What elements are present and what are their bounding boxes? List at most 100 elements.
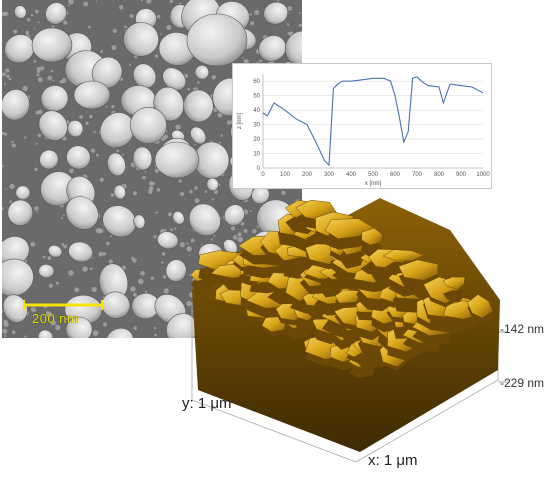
particle-large — [68, 241, 94, 263]
particle-small — [148, 181, 154, 186]
x-tick-label: 0 — [261, 172, 265, 178]
particle-small — [112, 28, 117, 33]
particle-small — [140, 0, 143, 2]
particle-small — [30, 242, 36, 247]
grain — [442, 276, 466, 290]
particle-small — [24, 136, 27, 139]
particle-small — [89, 267, 93, 270]
particle-small — [249, 13, 252, 16]
particle-small — [37, 77, 43, 83]
particle-small — [155, 211, 158, 214]
particle-small — [22, 85, 28, 92]
particle-small — [213, 189, 219, 194]
particle-small — [24, 335, 27, 338]
particle-small — [163, 288, 169, 294]
particle-small — [169, 0, 174, 3]
particle-small — [156, 14, 161, 19]
particle-small — [99, 177, 104, 182]
particle-small — [146, 0, 152, 4]
particle-small — [69, 168, 74, 174]
particle-small — [131, 256, 134, 260]
y-tick-label: 20 — [253, 137, 260, 143]
particle-small — [47, 75, 53, 81]
particle-small — [34, 167, 38, 172]
particle-small — [116, 149, 120, 153]
particle-small — [96, 153, 99, 157]
particle-small — [201, 243, 203, 246]
particle-small — [252, 229, 257, 234]
particle-small — [167, 212, 172, 217]
profile-line — [262, 76, 484, 167]
y-tick-label: 30 — [253, 123, 260, 129]
particle-small — [197, 81, 200, 84]
z-top-label: -142 nm — [500, 322, 545, 336]
particle-small — [89, 114, 93, 119]
particle-small — [51, 25, 55, 28]
particle-small — [4, 334, 7, 337]
particle-small — [186, 300, 192, 307]
y-tick-label: 0 — [257, 166, 261, 172]
particle-small — [170, 228, 173, 231]
particle-small — [180, 191, 185, 196]
particle-small — [240, 221, 245, 226]
particle-small — [161, 261, 164, 264]
particle-small — [82, 266, 88, 272]
particle-large — [172, 211, 185, 225]
particle-small — [243, 58, 249, 65]
particle-large — [107, 152, 126, 177]
particle-small — [92, 330, 99, 336]
particle-large — [38, 264, 55, 279]
particle-small — [95, 227, 102, 234]
particle-large — [165, 259, 187, 282]
particle-small — [93, 130, 96, 134]
particle-small — [59, 80, 64, 84]
particle-small — [153, 235, 157, 239]
plot-ylabel: z [nm] — [237, 113, 243, 130]
particle-large — [2, 258, 34, 297]
particle-small — [156, 188, 161, 192]
particle-small — [111, 45, 117, 51]
particle-small — [2, 207, 4, 210]
particle-small — [249, 210, 252, 213]
particle-small — [4, 82, 7, 85]
particle-small — [60, 217, 64, 220]
x-tick-label: 200 — [302, 172, 313, 178]
particle-small — [140, 270, 145, 276]
particle-large — [166, 313, 198, 338]
scale-bar-label: 200 nm — [32, 311, 79, 326]
particle-large — [73, 80, 111, 110]
particle-small — [63, 244, 68, 249]
grain-shadow — [294, 316, 316, 332]
particle-small — [37, 133, 42, 138]
particle-small — [2, 72, 7, 77]
particle-large — [263, 1, 289, 25]
particle-small — [98, 251, 104, 257]
particle-small — [62, 214, 65, 217]
particle-small — [48, 283, 54, 288]
particle-large — [132, 63, 157, 89]
particle-small — [67, 4, 70, 7]
particle-small — [299, 11, 302, 14]
particle-small — [34, 9, 39, 14]
particle-small — [35, 110, 40, 115]
particle-small — [153, 327, 157, 330]
particle-large — [132, 146, 153, 171]
particle-small — [55, 281, 59, 285]
particle-small — [46, 311, 52, 318]
particle-large — [190, 126, 207, 145]
particle-small — [187, 87, 190, 91]
particle-small — [27, 18, 31, 22]
z-bottom-label: -229 nm — [500, 376, 545, 390]
particle-small — [4, 132, 8, 136]
particle-small — [91, 286, 97, 292]
x-tick-label: 300 — [324, 172, 335, 178]
particle-small — [13, 29, 18, 34]
particle-small — [36, 211, 38, 213]
particle-small — [88, 25, 91, 29]
particle-large — [206, 177, 219, 192]
particle-small — [102, 322, 108, 327]
particle-small — [36, 66, 41, 71]
particle-small — [179, 2, 182, 5]
particle-small — [144, 290, 148, 293]
particle-small — [34, 206, 39, 211]
